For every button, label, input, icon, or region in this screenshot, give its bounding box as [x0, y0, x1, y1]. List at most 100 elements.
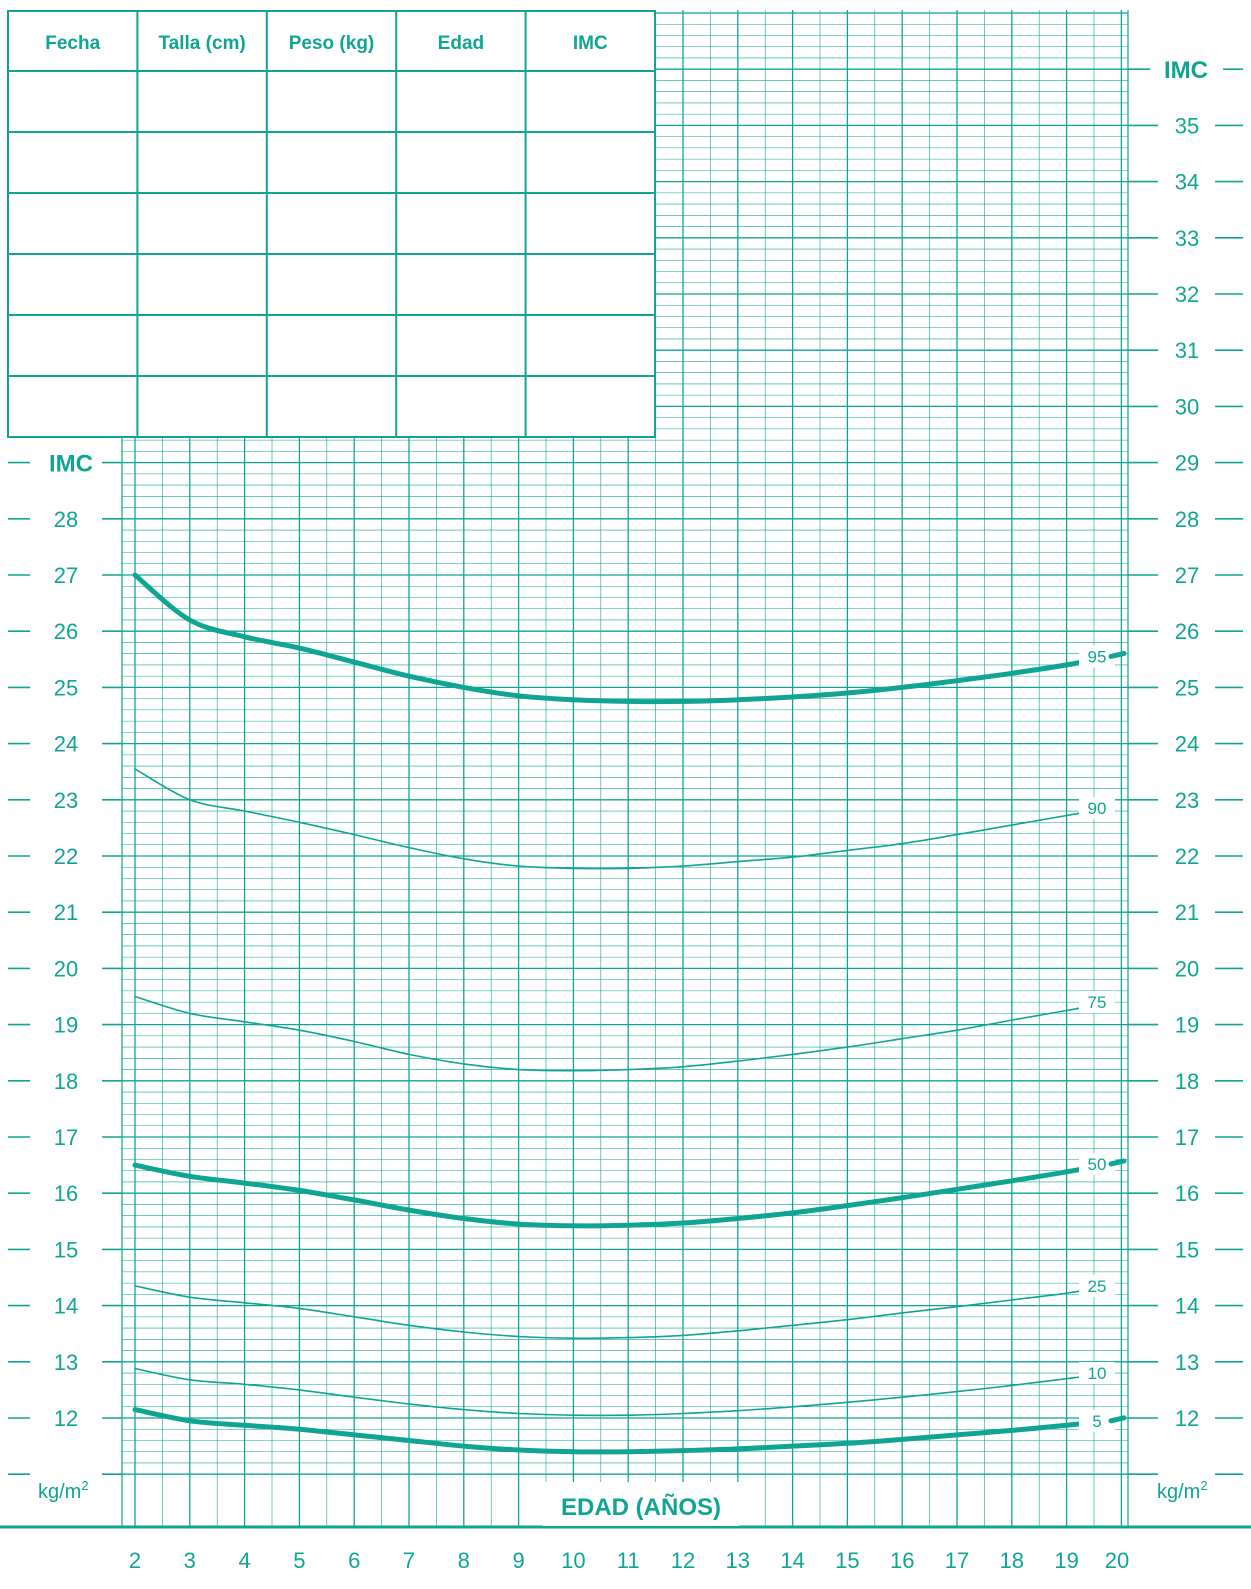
table-header-cell: Peso (kg) — [289, 33, 375, 54]
percentile-50-curve — [132, 1161, 1113, 1229]
right-tick-label: 34 — [1175, 170, 1199, 195]
left-tick-label: 19 — [54, 1013, 78, 1038]
right-tick-label: 31 — [1175, 338, 1199, 363]
right-tick-label: 21 — [1175, 900, 1199, 925]
left-unit-label: kg/m2 — [38, 1478, 89, 1503]
x-tick-label: 6 — [348, 1548, 360, 1573]
left-tick-label: 28 — [54, 507, 78, 532]
x-tick-label: 16 — [890, 1548, 914, 1573]
left-tick-label: 25 — [54, 675, 78, 700]
x-tick-label: 13 — [726, 1548, 750, 1573]
x-tick-label: 15 — [835, 1548, 859, 1573]
right-tick-label: 32 — [1175, 282, 1199, 307]
right-tick-label: 16 — [1175, 1181, 1199, 1206]
chart-grid — [121, 10, 1129, 1527]
percentile-curves: 95 90 75 50 25 10 5 — [132, 572, 1127, 1455]
table-header-cell: Fecha — [45, 33, 100, 54]
left-tick-label: 26 — [54, 619, 78, 644]
x-tick-label: 7 — [403, 1548, 415, 1573]
left-tick-label: 22 — [54, 844, 78, 869]
left-tick-label: 12 — [54, 1406, 78, 1431]
percentile-90-curve — [134, 768, 1112, 870]
right-tick-label: 15 — [1175, 1237, 1199, 1262]
x-title-bg — [543, 1482, 739, 1526]
percentile-10-label: 10 — [1088, 1364, 1107, 1383]
left-tick-label: 21 — [54, 900, 78, 925]
right-tick-label: 23 — [1175, 788, 1199, 813]
table-frame — [7, 10, 656, 438]
percentile-label-bg — [1079, 1409, 1115, 1432]
x-tick-label: 4 — [238, 1548, 250, 1573]
x-tick-label: 12 — [671, 1548, 695, 1573]
percentile-5-curve — [132, 1407, 1113, 1455]
left-tick-label: 23 — [54, 788, 78, 813]
right-tick-label: 27 — [1175, 563, 1199, 588]
percentile-25-curve — [134, 1285, 1112, 1340]
right-tick-label: 29 — [1175, 451, 1199, 476]
left-tick-label: 20 — [54, 956, 78, 981]
percentile-label-bg — [1079, 1362, 1115, 1385]
percentile-label-bg — [1079, 991, 1115, 1014]
x-tick-label: 20 — [1105, 1548, 1129, 1573]
x-tick-label: 14 — [780, 1548, 804, 1573]
left-tick-label: 14 — [54, 1294, 78, 1319]
percentile-end-cap — [1108, 1158, 1127, 1167]
table-header-cell: IMC — [573, 33, 608, 54]
x-tick-label: 11 — [617, 1548, 640, 1573]
percentile-95-label: 95 — [1088, 647, 1107, 666]
right-tick-label: 19 — [1175, 1013, 1199, 1038]
record-table: Fecha Talla (cm) Peso (kg) Edad IMC — [7, 10, 656, 438]
percentile-label-bg — [1079, 1274, 1115, 1297]
x-tick-label: 8 — [458, 1548, 470, 1573]
x-tick-label: 17 — [945, 1548, 969, 1573]
percentile-90-label: 90 — [1088, 799, 1107, 818]
percentile-95-curve — [132, 572, 1113, 705]
x-tick-label: 3 — [184, 1548, 196, 1573]
percentile-75-curve — [134, 995, 1112, 1072]
left-axis-title: IMC — [49, 451, 93, 478]
percentile-5-label: 5 — [1092, 1412, 1101, 1431]
percentile-50-label: 50 — [1088, 1155, 1107, 1174]
x-tick-label: 5 — [293, 1548, 305, 1573]
right-tick-label: 28 — [1175, 507, 1199, 532]
x-tick-label: 2 — [129, 1548, 141, 1573]
percentile-label-bg — [1079, 1152, 1115, 1175]
percentile-label-bg — [1079, 797, 1115, 820]
right-tick-label: 26 — [1175, 619, 1199, 644]
right-tick-label: 35 — [1175, 113, 1199, 138]
right-tick-label: 14 — [1175, 1294, 1199, 1319]
left-tick-label: 13 — [54, 1350, 78, 1375]
right-unit-label: kg/m2 — [1157, 1478, 1208, 1503]
right-tick-label: 25 — [1175, 675, 1199, 700]
right-tick-label: 12 — [1175, 1406, 1199, 1431]
right-tick-label: 17 — [1175, 1125, 1199, 1150]
right-tick-label: 18 — [1175, 1069, 1199, 1094]
right-tick-label: 22 — [1175, 844, 1199, 869]
x-tick-label: 10 — [561, 1548, 585, 1573]
right-tick-label: 20 — [1175, 956, 1199, 981]
chart-axes: 1213141516171819202122232425262728IMCkg/… — [0, 57, 1251, 1573]
right-axis-title: IMC — [1164, 57, 1208, 84]
left-tick-label: 24 — [54, 732, 78, 757]
right-tick-label: 33 — [1175, 226, 1199, 251]
left-tick-label: 16 — [54, 1181, 78, 1206]
x-tick-label: 19 — [1054, 1548, 1078, 1573]
percentile-label-bg — [1079, 645, 1115, 668]
table-header-cell: Talla (cm) — [158, 33, 245, 54]
left-tick-label: 18 — [54, 1069, 78, 1094]
right-tick-label: 30 — [1175, 394, 1199, 419]
left-tick-label: 27 — [54, 563, 78, 588]
right-tick-label: 13 — [1175, 1350, 1199, 1375]
left-tick-label: 15 — [54, 1237, 78, 1262]
percentile-end-cap — [1108, 650, 1127, 659]
left-tick-label: 17 — [54, 1125, 78, 1150]
x-tick-label: 9 — [512, 1548, 524, 1573]
percentile-25-label: 25 — [1088, 1277, 1107, 1296]
percentile-75-label: 75 — [1088, 993, 1107, 1012]
percentile-end-cap — [1108, 1415, 1127, 1424]
table-header-cell: Edad — [438, 33, 484, 54]
percentile-10-curve — [134, 1367, 1112, 1417]
x-tick-label: 18 — [1000, 1548, 1024, 1573]
x-axis-title: EDAD (AÑOS) — [561, 1493, 721, 1521]
